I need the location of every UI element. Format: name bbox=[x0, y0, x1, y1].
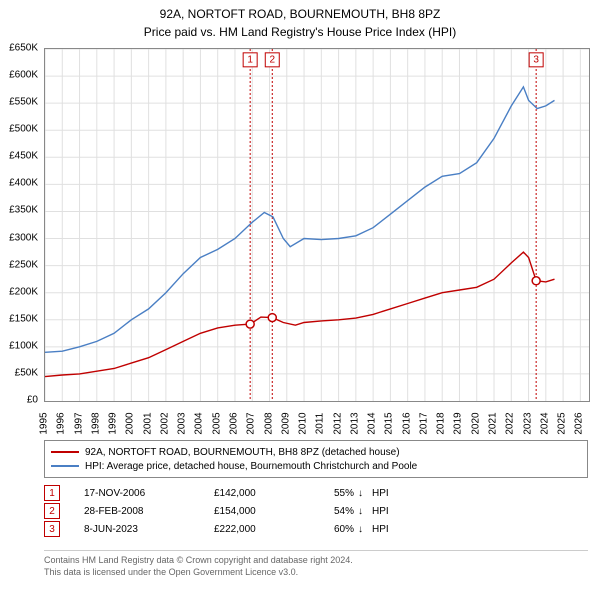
x-tick-label: 2015 bbox=[384, 412, 395, 434]
footer-line1: Contains HM Land Registry data © Crown c… bbox=[44, 555, 588, 567]
x-tick-label: 2013 bbox=[349, 412, 360, 434]
x-tick-label: 2021 bbox=[488, 412, 499, 434]
x-tick-label: 2018 bbox=[436, 412, 447, 434]
x-tick-label: 2014 bbox=[367, 412, 378, 434]
down-arrow-icon: ↓ bbox=[358, 488, 372, 499]
sale-date: 8-JUN-2023 bbox=[84, 524, 214, 535]
plot-area: 1 2 3 bbox=[44, 48, 590, 402]
x-tick-label: 2003 bbox=[177, 412, 188, 434]
x-tick-label: 2024 bbox=[539, 412, 550, 434]
y-tick-label: £100K bbox=[0, 340, 38, 351]
sale-hpi-label: HPI bbox=[372, 506, 402, 517]
legend-swatch bbox=[51, 451, 79, 453]
svg-text:2: 2 bbox=[269, 54, 275, 65]
legend-label: HPI: Average price, detached house, Bour… bbox=[85, 461, 417, 472]
y-tick-label: £200K bbox=[0, 286, 38, 297]
sales-row: 1 17-NOV-2006£142,00055%↓HPI bbox=[44, 484, 402, 502]
y-tick-label: £0 bbox=[0, 395, 38, 406]
sale-delta-percent: 55% bbox=[314, 488, 358, 499]
y-tick-label: £600K bbox=[0, 70, 38, 81]
y-tick-label: £500K bbox=[0, 124, 38, 135]
x-tick-label: 1995 bbox=[39, 412, 50, 434]
y-tick-label: £550K bbox=[0, 97, 38, 108]
sale-delta-percent: 60% bbox=[314, 524, 358, 535]
x-tick-label: 2005 bbox=[211, 412, 222, 434]
chart-container: 92A, NORTOFT ROAD, BOURNEMOUTH, BH8 8PZ … bbox=[0, 0, 600, 590]
y-tick-label: £450K bbox=[0, 151, 38, 162]
sale-marker-badge: 1 bbox=[44, 485, 60, 501]
x-tick-label: 2025 bbox=[557, 412, 568, 434]
svg-text:3: 3 bbox=[533, 54, 539, 65]
sale-price: £222,000 bbox=[214, 524, 314, 535]
footer-line2: This data is licensed under the Open Gov… bbox=[44, 567, 588, 579]
sales-row: 2 28-FEB-2008£154,00054%↓HPI bbox=[44, 502, 402, 520]
x-tick-label: 2000 bbox=[125, 412, 136, 434]
x-tick-label: 2007 bbox=[246, 412, 257, 434]
x-tick-label: 2004 bbox=[194, 412, 205, 434]
chart-title-line1: 92A, NORTOFT ROAD, BOURNEMOUTH, BH8 8PZ bbox=[0, 0, 600, 23]
legend-swatch bbox=[51, 465, 79, 467]
footer-attribution: Contains HM Land Registry data © Crown c… bbox=[44, 550, 588, 578]
y-tick-label: £250K bbox=[0, 259, 38, 270]
y-tick-label: £300K bbox=[0, 232, 38, 243]
legend-row: 92A, NORTOFT ROAD, BOURNEMOUTH, BH8 8PZ … bbox=[51, 445, 581, 459]
x-tick-label: 2012 bbox=[332, 412, 343, 434]
x-tick-label: 2010 bbox=[298, 412, 309, 434]
x-tick-label: 1996 bbox=[56, 412, 67, 434]
sale-hpi-label: HPI bbox=[372, 524, 402, 535]
x-tick-label: 2008 bbox=[263, 412, 274, 434]
sale-hpi-label: HPI bbox=[372, 488, 402, 499]
x-tick-label: 2019 bbox=[453, 412, 464, 434]
sale-price: £142,000 bbox=[214, 488, 314, 499]
sales-table: 117-NOV-2006£142,00055%↓HPI228-FEB-2008£… bbox=[44, 484, 402, 538]
y-tick-label: £150K bbox=[0, 313, 38, 324]
x-tick-label: 2026 bbox=[574, 412, 585, 434]
x-tick-label: 2016 bbox=[401, 412, 412, 434]
sale-date: 28-FEB-2008 bbox=[84, 506, 214, 517]
y-tick-label: £650K bbox=[0, 43, 38, 54]
down-arrow-icon: ↓ bbox=[358, 506, 372, 517]
sale-marker-badge: 3 bbox=[44, 521, 60, 537]
legend: 92A, NORTOFT ROAD, BOURNEMOUTH, BH8 8PZ … bbox=[44, 440, 588, 478]
legend-label: 92A, NORTOFT ROAD, BOURNEMOUTH, BH8 8PZ … bbox=[85, 447, 400, 458]
sale-marker-badge: 2 bbox=[44, 503, 60, 519]
x-tick-label: 2001 bbox=[142, 412, 153, 434]
x-tick-label: 2002 bbox=[159, 412, 170, 434]
y-tick-label: £350K bbox=[0, 205, 38, 216]
legend-row: HPI: Average price, detached house, Bour… bbox=[51, 459, 581, 473]
x-tick-label: 1998 bbox=[90, 412, 101, 434]
chart-title-line2: Price paid vs. HM Land Registry's House … bbox=[0, 23, 600, 43]
x-tick-label: 2011 bbox=[315, 413, 326, 435]
x-tick-label: 2023 bbox=[522, 412, 533, 434]
x-tick-label: 2022 bbox=[505, 412, 516, 434]
sale-delta-percent: 54% bbox=[314, 506, 358, 517]
y-tick-label: £50K bbox=[0, 367, 38, 378]
x-tick-label: 2006 bbox=[228, 412, 239, 434]
x-tick-label: 2020 bbox=[470, 412, 481, 434]
x-tick-label: 1999 bbox=[108, 412, 119, 434]
x-tick-label: 2017 bbox=[418, 412, 429, 434]
down-arrow-icon: ↓ bbox=[358, 524, 372, 535]
y-tick-label: £400K bbox=[0, 178, 38, 189]
sale-date: 17-NOV-2006 bbox=[84, 488, 214, 499]
sales-row: 3 8-JUN-2023£222,00060%↓HPI bbox=[44, 520, 402, 538]
svg-text:1: 1 bbox=[247, 54, 253, 65]
x-tick-label: 1997 bbox=[73, 412, 84, 434]
sale-price: £154,000 bbox=[214, 506, 314, 517]
x-tick-label: 2009 bbox=[280, 412, 291, 434]
chart-svg: 1 2 3 bbox=[45, 49, 589, 401]
